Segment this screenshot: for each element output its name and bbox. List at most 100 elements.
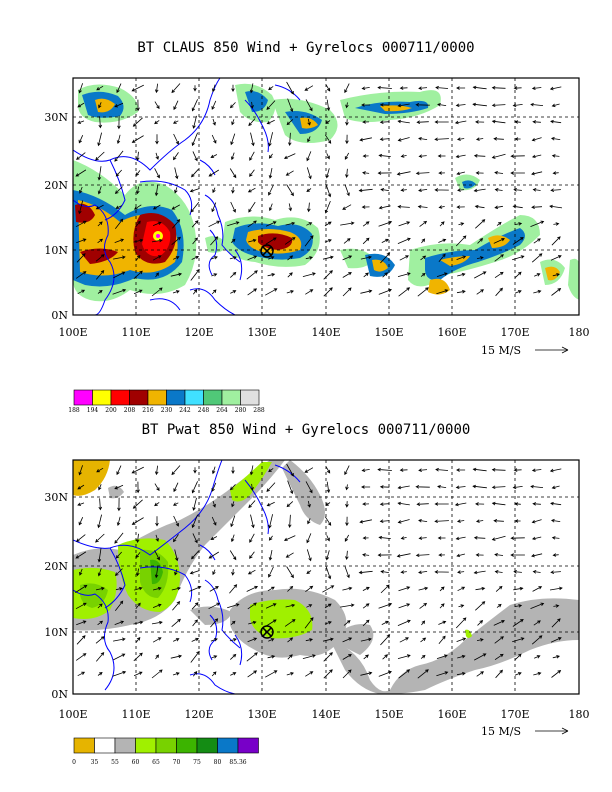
colorbar-swatch [176,737,198,754]
wind-vector-icon [97,603,103,609]
wind-vector-icon [418,586,429,591]
wind-vector-icon [494,271,504,279]
wind-vector-icon [287,272,293,278]
wind-vector-icon [326,535,330,542]
wind-vector-icon [307,518,311,525]
wind-vector-icon [495,669,503,679]
wind-vector-icon [151,287,163,297]
wind-vector-icon [438,171,445,175]
wind-vector-icon [79,568,83,576]
wind-vector-icon [191,220,199,228]
wind-vector-icon [247,187,256,193]
wind-vector-icon [78,83,83,94]
wind-vector-icon [457,654,466,659]
wind-vector-icon [154,101,160,110]
wind-vector-icon [551,618,561,628]
panel2-title: BT Pwat 850 Wind + Gyrelocs 000711/0000 [141,422,471,438]
wind-vector-icon [75,584,88,593]
wind-vector-icon [379,519,390,523]
wind-vector-icon [398,287,411,297]
wind-vector-icon [325,183,332,198]
wind-vector-icon [229,638,237,642]
wind-vector-icon [210,536,218,540]
panel1-xtick: 100E [58,326,87,339]
wind-vector-icon [78,465,83,476]
panel1-chart: 0N 10N 20N 30N 100E 110E 120E 130E 140E … [44,77,590,414]
wind-vector-icon [247,288,258,296]
wind-vector-icon [378,535,391,540]
wind-vector-icon [550,119,562,124]
panel1-ytick: 0N [51,309,68,322]
wind-vector-icon [191,550,199,560]
wind-vector-icon [248,201,256,213]
wind-vector-icon [436,671,449,677]
wind-vector-icon [286,184,294,197]
wind-vector-icon [268,468,274,473]
wind-vector-icon [437,154,446,158]
wind-vector-icon [210,618,219,628]
wind-vector-icon [229,102,236,109]
wind-vector-icon [95,636,105,644]
panel2-coastlines [73,460,301,694]
wind-vector-icon [171,586,182,591]
wind-vector-icon [287,98,294,113]
wind-vector-icon [325,84,331,92]
wind-vector-icon [379,502,390,506]
wind-vector-icon [530,102,544,107]
wind-vector-icon [397,272,411,277]
wind-vector-icon [435,85,449,90]
wind-vector-icon [324,621,332,625]
wind-vector-icon [250,101,254,109]
wind-vector-icon [192,671,198,677]
wind-vector-icon [97,132,102,147]
wind-vector-icon [550,637,562,643]
wind-vector-icon [476,638,484,642]
wind-vector-icon [342,272,352,278]
panel1-colorbar: 188 194 200 208 216 230 242 248 264 280 288 [68,389,265,414]
wind-vector-icon [434,120,449,124]
wind-vector-icon [75,602,87,610]
wind-vector-icon [477,620,484,626]
wind-vector-icon [114,102,124,108]
wind-vector-icon [247,220,257,228]
wind-vector-icon [345,168,349,179]
wind-vector-icon [115,205,122,209]
wind-vector-icon [397,137,410,142]
panel2-wind-vectors [75,463,563,679]
wind-vector-icon [229,550,237,561]
wind-vector-icon [531,171,543,176]
colorbar-label: 280 [235,407,247,414]
wind-vector-icon [397,205,410,209]
wind-vector-icon [455,235,467,247]
wind-vector-icon [345,516,349,527]
wind-vector-icon [305,671,314,677]
wind-vector-icon [230,201,236,213]
wind-vector-icon [456,205,465,209]
panel1-vector-ref-label: 15 M/S [481,344,521,357]
wind-vector-icon [172,290,180,294]
colorbar-swatch [240,389,260,406]
wind-vector-icon [304,85,314,91]
colorbar-label: 242 [179,407,191,414]
wind-vector-icon [288,132,292,147]
wind-vector-icon [457,570,465,574]
wind-vector-icon [77,102,85,108]
wind-vector-icon [439,603,445,609]
wind-vector-icon [154,83,159,94]
wind-vector-icon [115,587,123,591]
wind-vector-icon [417,287,429,297]
wind-vector-icon [324,134,332,144]
wind-vector-icon [551,154,560,158]
wind-vector-icon [397,237,411,244]
wind-vector-icon [287,480,294,495]
wind-vector-icon [362,171,370,175]
wind-vector-icon [380,584,390,594]
wind-vector-icon [421,620,426,626]
wind-vector-icon [230,271,237,278]
wind-vector-icon [362,553,370,557]
wind-vector-icon [399,86,408,90]
wind-vector-icon [97,672,103,676]
wind-vector-icon [533,289,542,294]
wind-vector-icon [304,617,314,629]
wind-vector-icon [173,100,179,111]
